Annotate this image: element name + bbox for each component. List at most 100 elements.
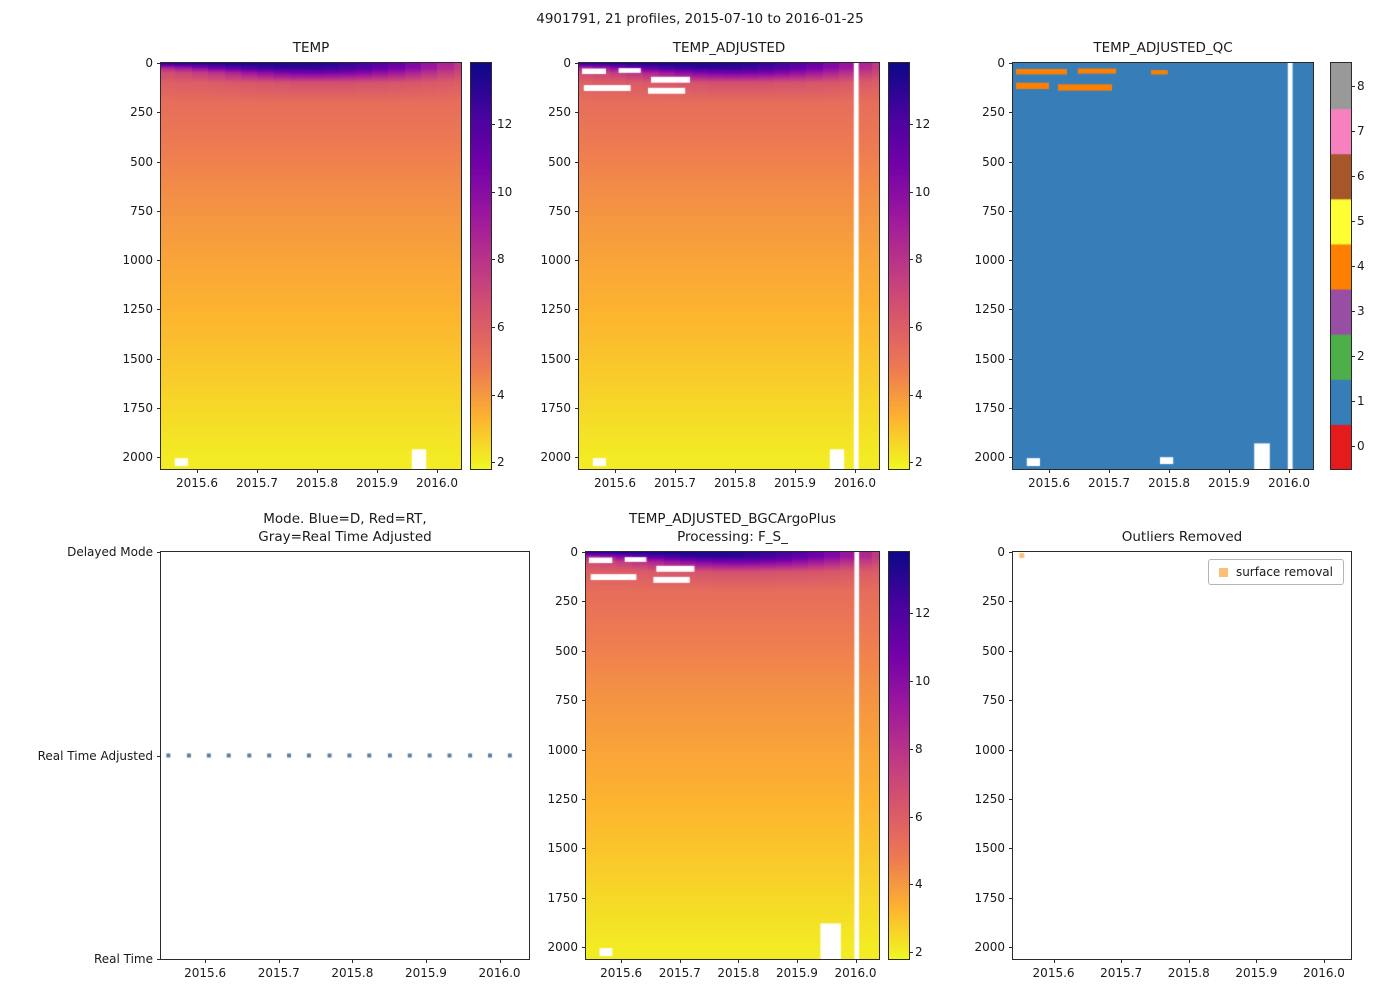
- y-tick-label: 1250: [540, 302, 571, 317]
- x-tick-label: 2015.9: [774, 476, 816, 490]
- y-tick-label: 1750: [974, 890, 1005, 905]
- colorbar-tick-mark: [909, 816, 913, 818]
- panel-outliers-removed: Outliers Removed surface removal 2015.6 2…: [974, 529, 1352, 980]
- y-tick-mark: [1009, 848, 1013, 850]
- x-tick-label: 2015.8: [1148, 476, 1190, 490]
- y-tick-label: 250: [130, 105, 153, 120]
- colorbar-tick-label: 0: [1357, 439, 1365, 454]
- colorbar-tick-label: 2: [915, 455, 923, 470]
- colorbar-tick-label: 8: [1357, 78, 1365, 93]
- colorbar-tick-label: 1: [1357, 394, 1365, 409]
- x-tick-mark: [796, 959, 798, 963]
- colorbar-tick-mark: [491, 191, 495, 193]
- colorbar-tick-label: 4: [915, 877, 923, 892]
- y-tick-label: 2000: [540, 450, 571, 465]
- x-tick-label: 2016.0: [834, 966, 877, 980]
- y-tick-label: 2000: [122, 450, 153, 465]
- panel-temp: TEMP 2015.6 2015.7 2015.8 2015.9 2016.0 0 250 5…: [122, 40, 462, 490]
- colorbar-tick-mark: [1351, 401, 1355, 403]
- x-tick-mark: [679, 959, 681, 963]
- qc-colorbar: 0 1 2 3 4 5 6 7 8: [1330, 62, 1365, 470]
- y-tick-label: 750: [982, 693, 1005, 708]
- temp-colorbar-canvas: [471, 63, 491, 469]
- x-tick-mark: [352, 959, 354, 963]
- y-tick-label: 1500: [540, 351, 571, 366]
- colorbar-tick-mark: [909, 191, 913, 193]
- x-tick-label: 2016.0: [834, 476, 876, 490]
- y-tick-mark: [575, 112, 579, 114]
- y-tick-label: 500: [130, 154, 153, 169]
- y-tick-mark: [582, 700, 586, 702]
- x-tick-mark: [1053, 959, 1055, 963]
- colorbar-tick-mark: [909, 748, 913, 750]
- colorbar-tick-mark: [909, 680, 913, 682]
- y-tick-label: 750: [555, 693, 578, 708]
- x-tick-mark: [1109, 469, 1110, 473]
- x-tick-label: 2015.7: [658, 966, 701, 980]
- panel-bgc-argo-plus: TEMP_ADJUSTED_BGCArgoPlus Processing: F_…: [547, 511, 880, 980]
- colorbar-tick-mark: [909, 952, 913, 954]
- x-tick-label: 2015.7: [654, 476, 696, 490]
- colorbar-tick-label: 6: [497, 319, 505, 334]
- y-tick-label: 1500: [122, 351, 153, 366]
- x-tick-label: 2015.7: [1088, 476, 1130, 490]
- panel-outliers-removed-title: Outliers Removed: [1121, 528, 1243, 545]
- colorbar-tick-mark: [1351, 175, 1355, 177]
- colorbar-tick-mark: [491, 326, 495, 328]
- y-tick-label: 500: [548, 154, 571, 169]
- colorbar-tick-label: 4: [915, 387, 923, 402]
- y-tick-mark: [1009, 260, 1013, 262]
- x-tick-mark: [278, 959, 280, 963]
- y-tick-mark: [1009, 700, 1013, 702]
- x-tick-label: 2015.6: [184, 966, 227, 980]
- y-tick-label: 1250: [547, 791, 578, 806]
- figure-title: 4901791, 21 profiles, 2015-07-10 to 2016…: [536, 11, 864, 27]
- y-tick-mark: [157, 755, 161, 757]
- colorbar-tick-label: 8: [497, 252, 505, 267]
- y-tick-mark: [575, 358, 579, 360]
- x-tick-mark: [675, 469, 676, 473]
- temp-adjusted-colorbar: 2 4 6 8 10 12: [888, 62, 930, 470]
- y-tick-mark: [1009, 63, 1013, 64]
- x-tick-mark: [1229, 469, 1230, 473]
- y-tick-mark: [582, 947, 586, 949]
- x-tick-mark: [257, 469, 258, 473]
- colorbar-tick-label: 8: [915, 741, 923, 756]
- y-tick-label: 1000: [974, 253, 1005, 268]
- y-tick-label: 1750: [547, 890, 578, 905]
- colorbar-tick-label: 6: [915, 809, 923, 824]
- temp-colorbar: 2 4 6 8 10 12: [470, 62, 512, 470]
- x-tick-label: 2015.6: [600, 966, 643, 980]
- y-tick-label: 1250: [974, 791, 1005, 806]
- colorbar-tick-mark: [909, 394, 913, 396]
- y-tick-mark: [1009, 161, 1013, 163]
- x-tick-label: 2015.8: [296, 476, 338, 490]
- colorbar-tick-label: 10: [915, 184, 931, 199]
- y-tick-label: 250: [982, 105, 1005, 120]
- colorbar-tick-label: 12: [497, 116, 513, 131]
- y-tick-label: 1500: [974, 841, 1005, 856]
- x-tick-label: 2016.0: [416, 476, 458, 490]
- bgc-colorbar-canvas: [889, 552, 909, 959]
- colorbar-tick-mark: [909, 884, 913, 886]
- x-tick-label: 2015.8: [331, 966, 374, 980]
- colorbar-tick-mark: [1351, 311, 1355, 313]
- x-tick-label: 2015.7: [1100, 966, 1143, 980]
- outliers-legend: surface removal: [1207, 559, 1344, 585]
- colorbar-tick-mark: [491, 259, 495, 261]
- temp-heatmap-canvas: [161, 63, 461, 469]
- colorbar-tick-mark: [1351, 356, 1355, 358]
- y-tick-label: Delayed Mode: [67, 545, 153, 559]
- colorbar-tick-label: 4: [497, 387, 505, 402]
- colorbar-tick-label: 2: [1357, 349, 1365, 364]
- y-tick-label: 250: [982, 594, 1005, 609]
- x-tick-label: 2015.8: [1167, 966, 1210, 980]
- colorbar-tick-label: 5: [1357, 213, 1365, 228]
- x-tick-mark: [377, 469, 378, 473]
- y-tick-label: 500: [555, 643, 578, 658]
- y-tick-mark: [582, 749, 586, 751]
- y-tick-label: 1500: [547, 841, 578, 856]
- x-tick-mark: [437, 469, 438, 473]
- x-tick-label: 2015.7: [257, 966, 300, 980]
